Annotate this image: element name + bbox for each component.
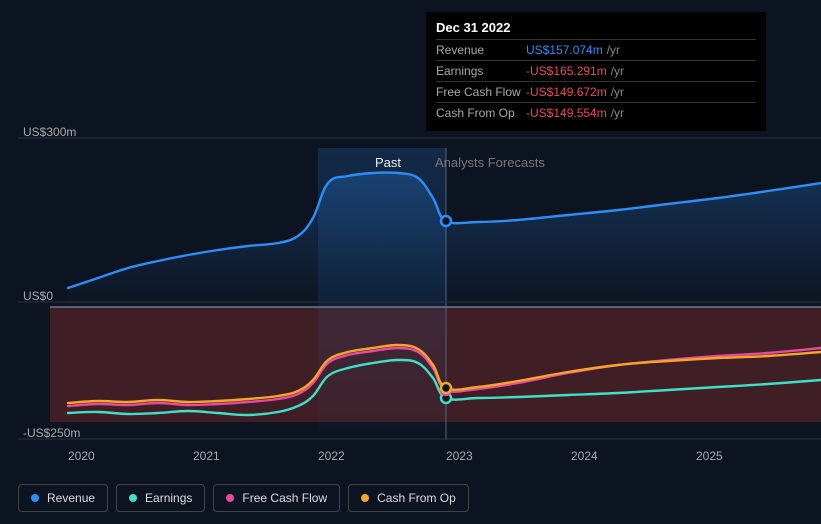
svg-text:2023: 2023 [446, 449, 473, 463]
legend-item-label: Cash From Op [377, 491, 456, 505]
y-tick-300: US$300m [23, 125, 76, 139]
tooltip-row-value: US$157.074m/yr [526, 43, 756, 57]
tooltip-row-label: Cash From Op [436, 106, 526, 120]
tooltip-row: Earnings-US$165.291m/yr [436, 60, 756, 81]
forecast-label: Analysts Forecasts [435, 155, 545, 170]
svg-text:2020: 2020 [68, 449, 95, 463]
tooltip-title: Dec 31 2022 [436, 20, 756, 39]
tooltip-row: RevenueUS$157.074m/yr [436, 39, 756, 60]
legend-item-fcf[interactable]: Free Cash Flow [213, 484, 340, 512]
legend-dot-icon [361, 494, 369, 502]
y-tick-0: US$0 [23, 289, 53, 303]
legend-item-label: Revenue [47, 491, 95, 505]
tooltip-row-value: -US$149.554m/yr [526, 106, 756, 120]
legend-dot-icon [31, 494, 39, 502]
legend-item-revenue[interactable]: Revenue [18, 484, 108, 512]
svg-text:2021: 2021 [193, 449, 220, 463]
chart-legend: Revenue Earnings Free Cash Flow Cash From O… [18, 484, 469, 512]
svg-text:2025: 2025 [696, 449, 723, 463]
legend-item-label: Earnings [145, 491, 192, 505]
tooltip-row-value: -US$165.291m/yr [526, 64, 756, 78]
tooltip-row-label: Free Cash Flow [436, 85, 526, 99]
legend-item-earnings[interactable]: Earnings [116, 484, 205, 512]
legend-item-cfo[interactable]: Cash From Op [348, 484, 469, 512]
tooltip-row-unit: /yr [607, 43, 620, 57]
past-label: Past [375, 155, 401, 170]
tooltip-row-label: Revenue [436, 43, 526, 57]
legend-dot-icon [226, 494, 234, 502]
tooltip-row-unit: /yr [611, 64, 624, 78]
tooltip-row-unit: /yr [611, 106, 624, 120]
legend-dot-icon [129, 494, 137, 502]
svg-text:2024: 2024 [571, 449, 598, 463]
tooltip-row: Free Cash Flow-US$149.672m/yr [436, 81, 756, 102]
financial-chart: 2020 2021 2022 2023 2024 2025 US$300m US$0 -U… [18, 18, 803, 468]
tooltip-row-value: -US$149.672m/yr [526, 85, 756, 99]
chart-tooltip: Dec 31 2022 RevenueUS$157.074m/yrEarning… [426, 12, 766, 131]
legend-item-label: Free Cash Flow [242, 491, 327, 505]
y-tick-neg250: -US$250m [23, 426, 80, 440]
tooltip-row-unit: /yr [611, 85, 624, 99]
svg-text:2022: 2022 [318, 449, 345, 463]
tooltip-row: Cash From Op-US$149.554m/yr [436, 102, 756, 123]
tooltip-row-label: Earnings [436, 64, 526, 78]
